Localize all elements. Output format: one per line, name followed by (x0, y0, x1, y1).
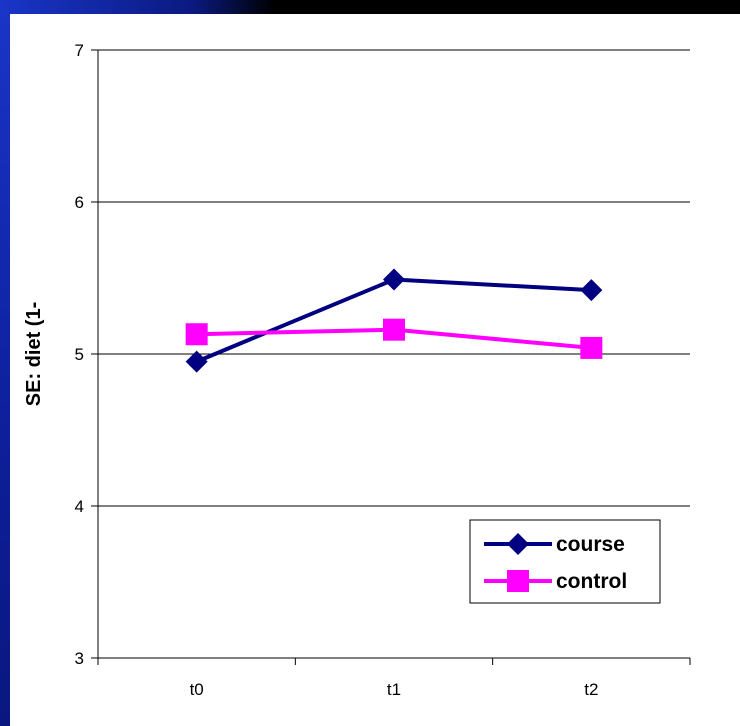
y-axis-label: SE: diet (1- (23, 302, 45, 406)
chart-panel (10, 14, 740, 726)
legend-label-course: course (556, 533, 625, 556)
legend-item-control: control (484, 570, 627, 593)
data-point-course (185, 350, 208, 373)
y-ticks: 3 4 5 6 7 (75, 41, 98, 668)
legend: course control (469, 519, 661, 604)
x-ticks: t0 t1 t2 (97, 658, 691, 699)
data-point-control (383, 318, 405, 341)
x-tick-label: t2 (584, 680, 598, 699)
y-tick-label: 3 (75, 649, 84, 668)
y-tick-label: 5 (75, 345, 84, 364)
data-point-control (185, 323, 208, 346)
slide-side-bar (0, 0, 10, 726)
data-point-control (580, 336, 603, 359)
legend-item-course: course (484, 533, 625, 556)
data-point-course (580, 279, 603, 302)
data-point-course (383, 268, 405, 291)
legend-box (469, 519, 661, 604)
series-control (185, 318, 603, 359)
x-tick-label: t1 (387, 680, 401, 699)
legend-label-control: control (556, 570, 627, 593)
x-tick-label: t0 (190, 680, 204, 699)
slide-top-accent (0, 0, 275, 14)
y-tick-label: 7 (75, 41, 84, 60)
series-layer (185, 268, 603, 373)
legend-marker-control (507, 570, 529, 592)
legend-marker-course (507, 533, 529, 555)
y-tick-label: 6 (75, 193, 84, 212)
y-tick-label: 4 (75, 497, 84, 516)
